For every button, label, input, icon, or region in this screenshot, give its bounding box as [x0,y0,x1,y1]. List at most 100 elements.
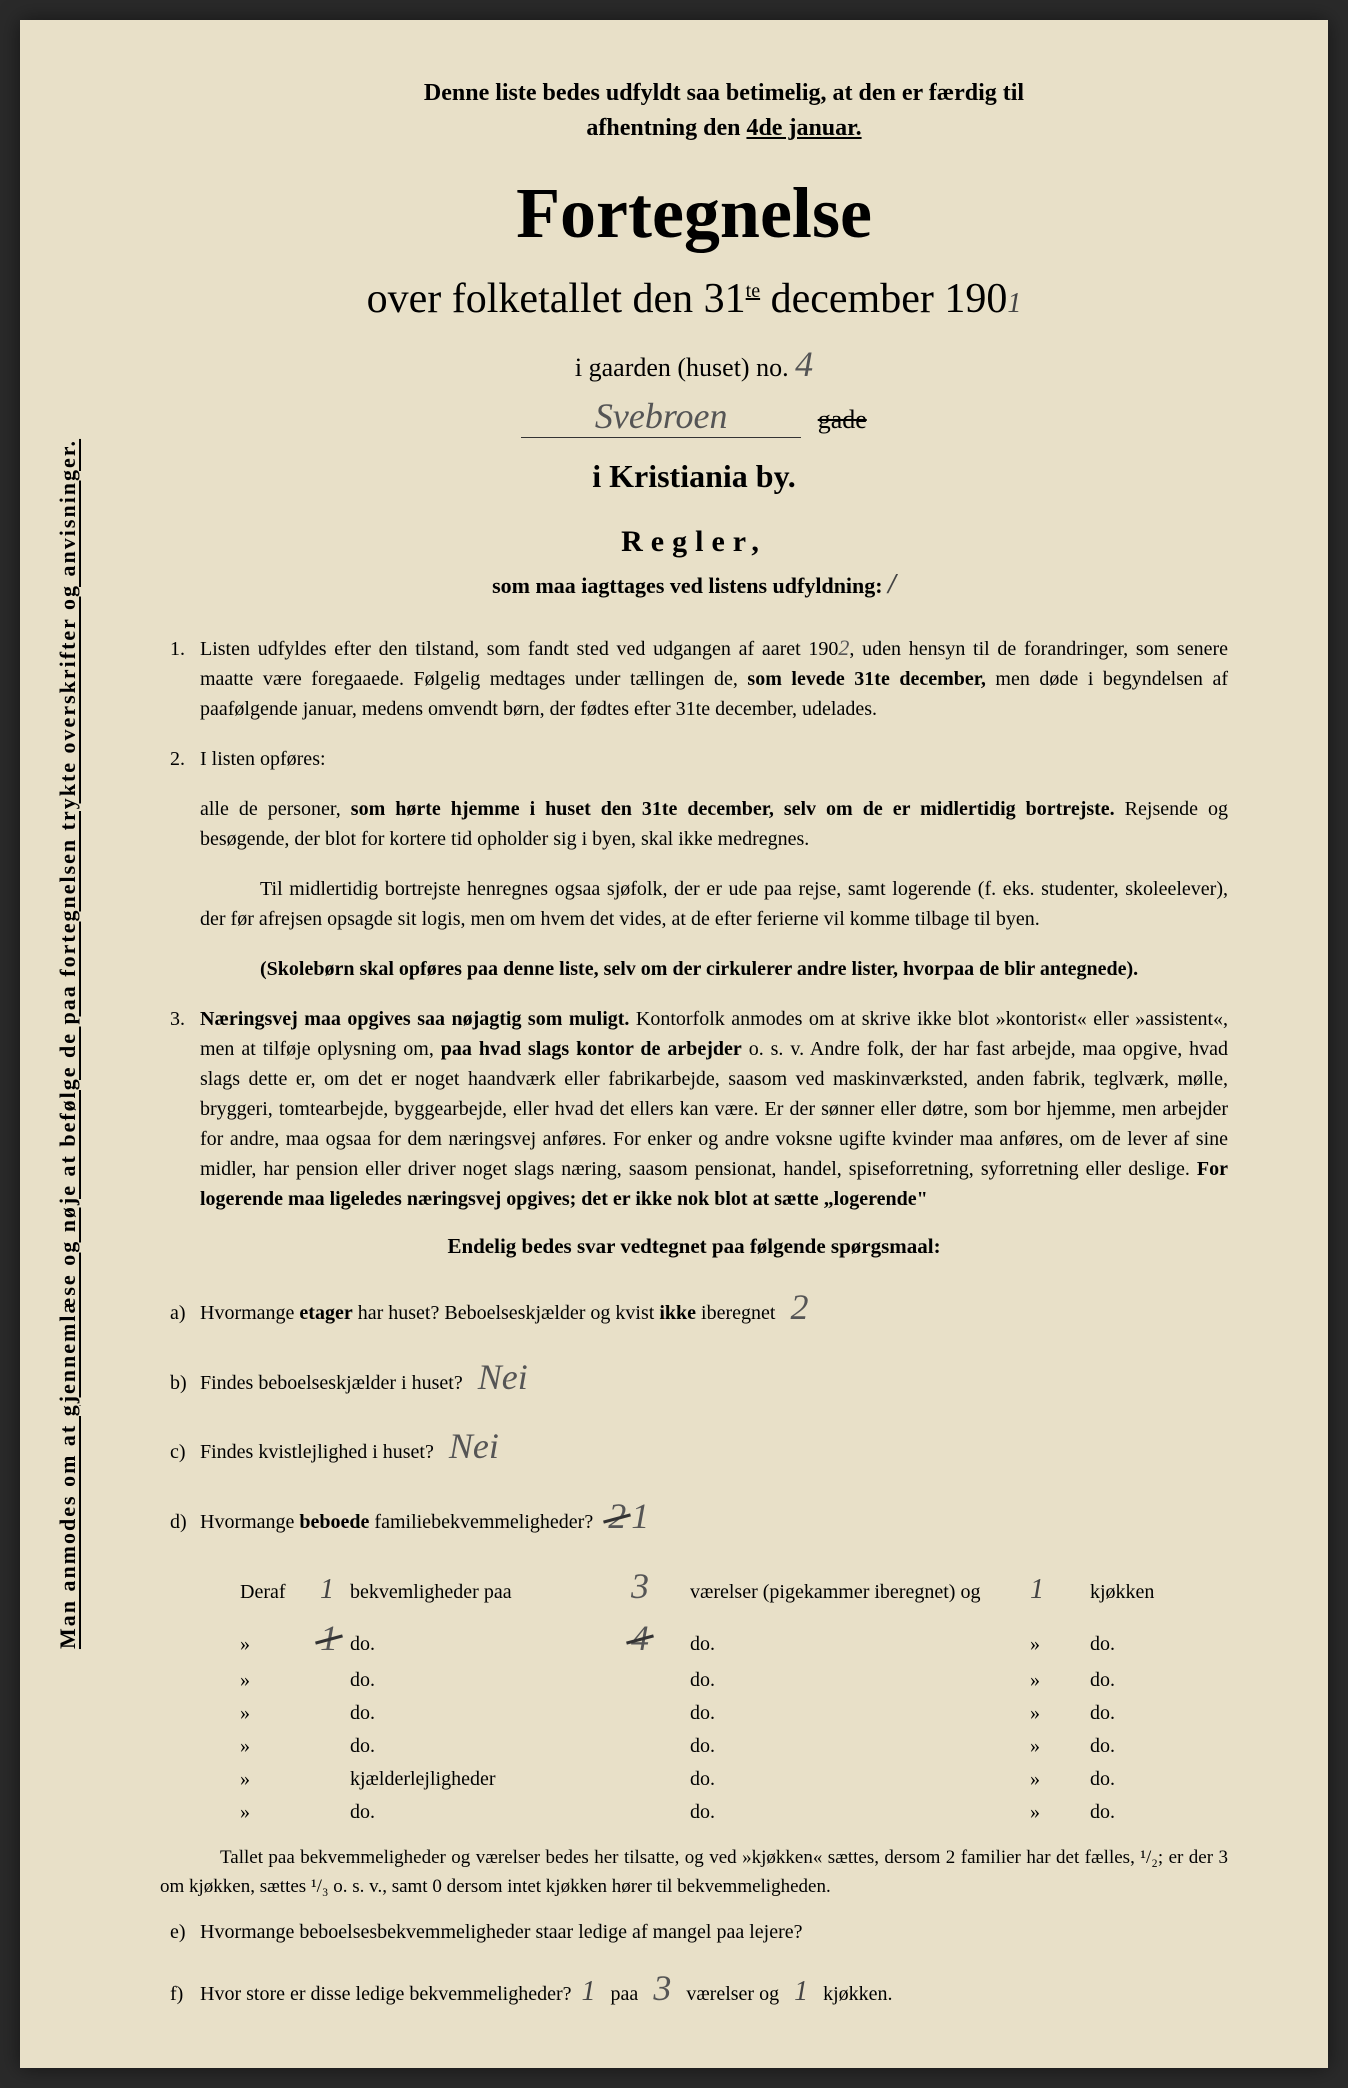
do-2-3: do. [1090,1633,1210,1656]
document-page: Man anmodes om at gjennemlæse og nøje at… [20,20,1328,2068]
qa-text: Hvormange [200,1302,299,1324]
main-title: Fortegnelse [160,172,1228,255]
ditto-6-3: » [1030,1768,1090,1791]
qa-letter: a) [170,1297,200,1329]
qa-end: har huset? Beboelseskjælder og kvist [353,1302,660,1324]
top-notice-2a: afhentning den [586,115,746,141]
gaard-text: i gaarden (huset) no. [575,353,789,382]
question-f: f)Hvor store er disse ledige bekvemmelig… [200,1960,1228,2018]
do-6-3: do. [1090,1768,1210,1791]
regler-sub-text: som maa iagttages ved listens udfyldning… [492,573,883,598]
ditto-3-1: » [240,1669,320,1692]
rule-3-num: 3. [170,1004,200,1034]
question-d: d)Hvormange beboede familiebekvemmelighe… [200,1488,1228,1546]
rule-2e: (Skolebørn skal opføres paa denne liste,… [200,954,1228,984]
rule-2-body: alle de personer, som hørte hjemme i hus… [200,794,1228,854]
table-row-6: » kjælderlejligheder do. » do. [240,1768,1228,1791]
do-4-1: do. [350,1702,590,1725]
gade-handwritten: Svebroen [521,395,801,438]
subtitle: over folketallet den 31te december 1901 [160,275,1228,323]
rule-2-num: 2. [170,744,200,774]
ditto-4-1: » [240,1702,320,1725]
top-notice-line2: afhentning den 4de januar. [220,115,1228,142]
endelig-title: Endelig bedes svar vedtegnet paa følgend… [160,1234,1228,1259]
table-row-2: » 1 do. 4 do. » do. [240,1617,1228,1659]
do-6-2: do. [690,1768,1030,1791]
qd-letter: d) [170,1506,200,1538]
qb-text: Findes beboelseskjælder i huset? [200,1372,463,1394]
table-row-7: » do. do. » do. [240,1801,1228,1824]
qa-end2: iberegnet [696,1302,775,1324]
do-4-3: do. [1090,1702,1210,1725]
kj-label: kjælderlejligheder [350,1768,590,1791]
do-2-1: do. [350,1633,590,1656]
question-c: c)Findes kvistlejlighed i huset? Nei [200,1418,1228,1476]
question-e: e)Hvormange beboelsesbekvemmeligheder st… [200,1916,1228,1948]
subtitle-1: over folketallet den 31 [367,276,746,322]
gade-label: gade [818,405,867,434]
gaard-line: i gaarden (huset) no. 4 [160,343,1228,385]
qd-crossed: 2 [608,1488,626,1546]
ditto-3-3: » [1030,1669,1090,1692]
do-7-1: do. [350,1801,590,1824]
do-5-1: do. [350,1735,590,1758]
rule-1-num: 1. [170,634,200,664]
question-a: a)Hvormange etager har huset? Beboelsesk… [200,1279,1228,1337]
qb-answer: Nei [478,1357,528,1397]
do-5-3: do. [1090,1735,1210,1758]
qf-val1: 1 [582,1976,596,2007]
ditto-2-1: » [240,1633,320,1656]
ditto-2-x2: 4 [590,1617,690,1659]
do-3-2: do. [690,1669,1030,1692]
rule-3a: Næringsvej maa opgives saa nøjagtig som … [200,1008,629,1030]
rule-2: 2.I listen opføres: [200,744,1228,774]
rule-2a: I listen opføres: [200,748,326,770]
rule-1-year: 2 [838,635,849,660]
vertical-instruction: Man anmodes om at gjennemlæse og nøje at… [55,439,81,1649]
table-row-4: » do. do. » do. [240,1702,1228,1725]
deraf-text2: værelser (pigekammer iberegnet) og [690,1581,1030,1604]
rule-2d: Til midlertidig bortrejste henregnes ogs… [200,874,1228,934]
ditto-4-3: » [1030,1702,1090,1725]
qd-answer: 1 [631,1496,649,1536]
qf-text3: kjøkken. [823,1983,892,2005]
year-handwritten: 1 [1007,288,1021,319]
city-line: i Kristiania by. [160,458,1228,495]
qf-val3: 1 [794,1976,808,2007]
rule-1-text: Listen udfyldes efter den tilstand, som … [200,638,838,660]
qe-text: Hvormange beboelsesbekvemmeligheder staa… [200,1921,803,1943]
do-2-2: do. [690,1633,1030,1656]
do-7-3: do. [1090,1801,1210,1824]
gade-line: Svebroen gade [160,395,1228,438]
subtitle-sup: te [746,280,760,302]
qc-text: Findes kvistlejlighed i huset? [200,1441,434,1463]
table-row-1: Deraf 1 bekvemligheder paa 3 værelser (p… [240,1565,1228,1607]
subtitle-2: december 190 [760,276,1007,322]
gaard-no: 4 [795,344,813,384]
qf-val2: 3 [653,1968,671,2008]
deraf-slash: 1 [320,1574,350,1606]
qf-text: Hvor store er disse ledige bekvemmelighe… [200,1983,572,2005]
bekvem-table: Deraf 1 bekvemligheder paa 3 værelser (p… [240,1565,1228,1824]
table-row-3: » do. do. » do. [240,1669,1228,1692]
rule-1-bold: som levede 31te december, [747,668,985,690]
qf-text2: værelser og [686,1983,779,2005]
ditto-6-1: » [240,1768,320,1791]
rule-2b: alle de personer, [200,798,351,820]
ditto-5-1: » [240,1735,320,1758]
deraf-text3: kjøkken [1090,1581,1210,1604]
table-row-5: » do. do. » do. [240,1735,1228,1758]
qa-bold2: ikke [659,1302,696,1324]
check-mark-1: / [888,569,896,600]
qc-letter: c) [170,1436,200,1468]
rule-1: 1.Listen udfyldes efter den tilstand, so… [200,631,1228,724]
question-b: b)Findes beboelseskjælder i huset? Nei [200,1349,1228,1407]
do-3-3: do. [1090,1669,1210,1692]
qa-answer: 2 [790,1287,808,1327]
qb-letter: b) [170,1367,200,1399]
rule-2-bold: som hørte hjemme i huset den 31te decemb… [351,798,1115,820]
ditto-2-3: » [1030,1633,1090,1656]
ditto-7-1: » [240,1801,320,1824]
qf-letter: f) [170,1978,200,2010]
qd-bold: beboede [299,1511,369,1533]
